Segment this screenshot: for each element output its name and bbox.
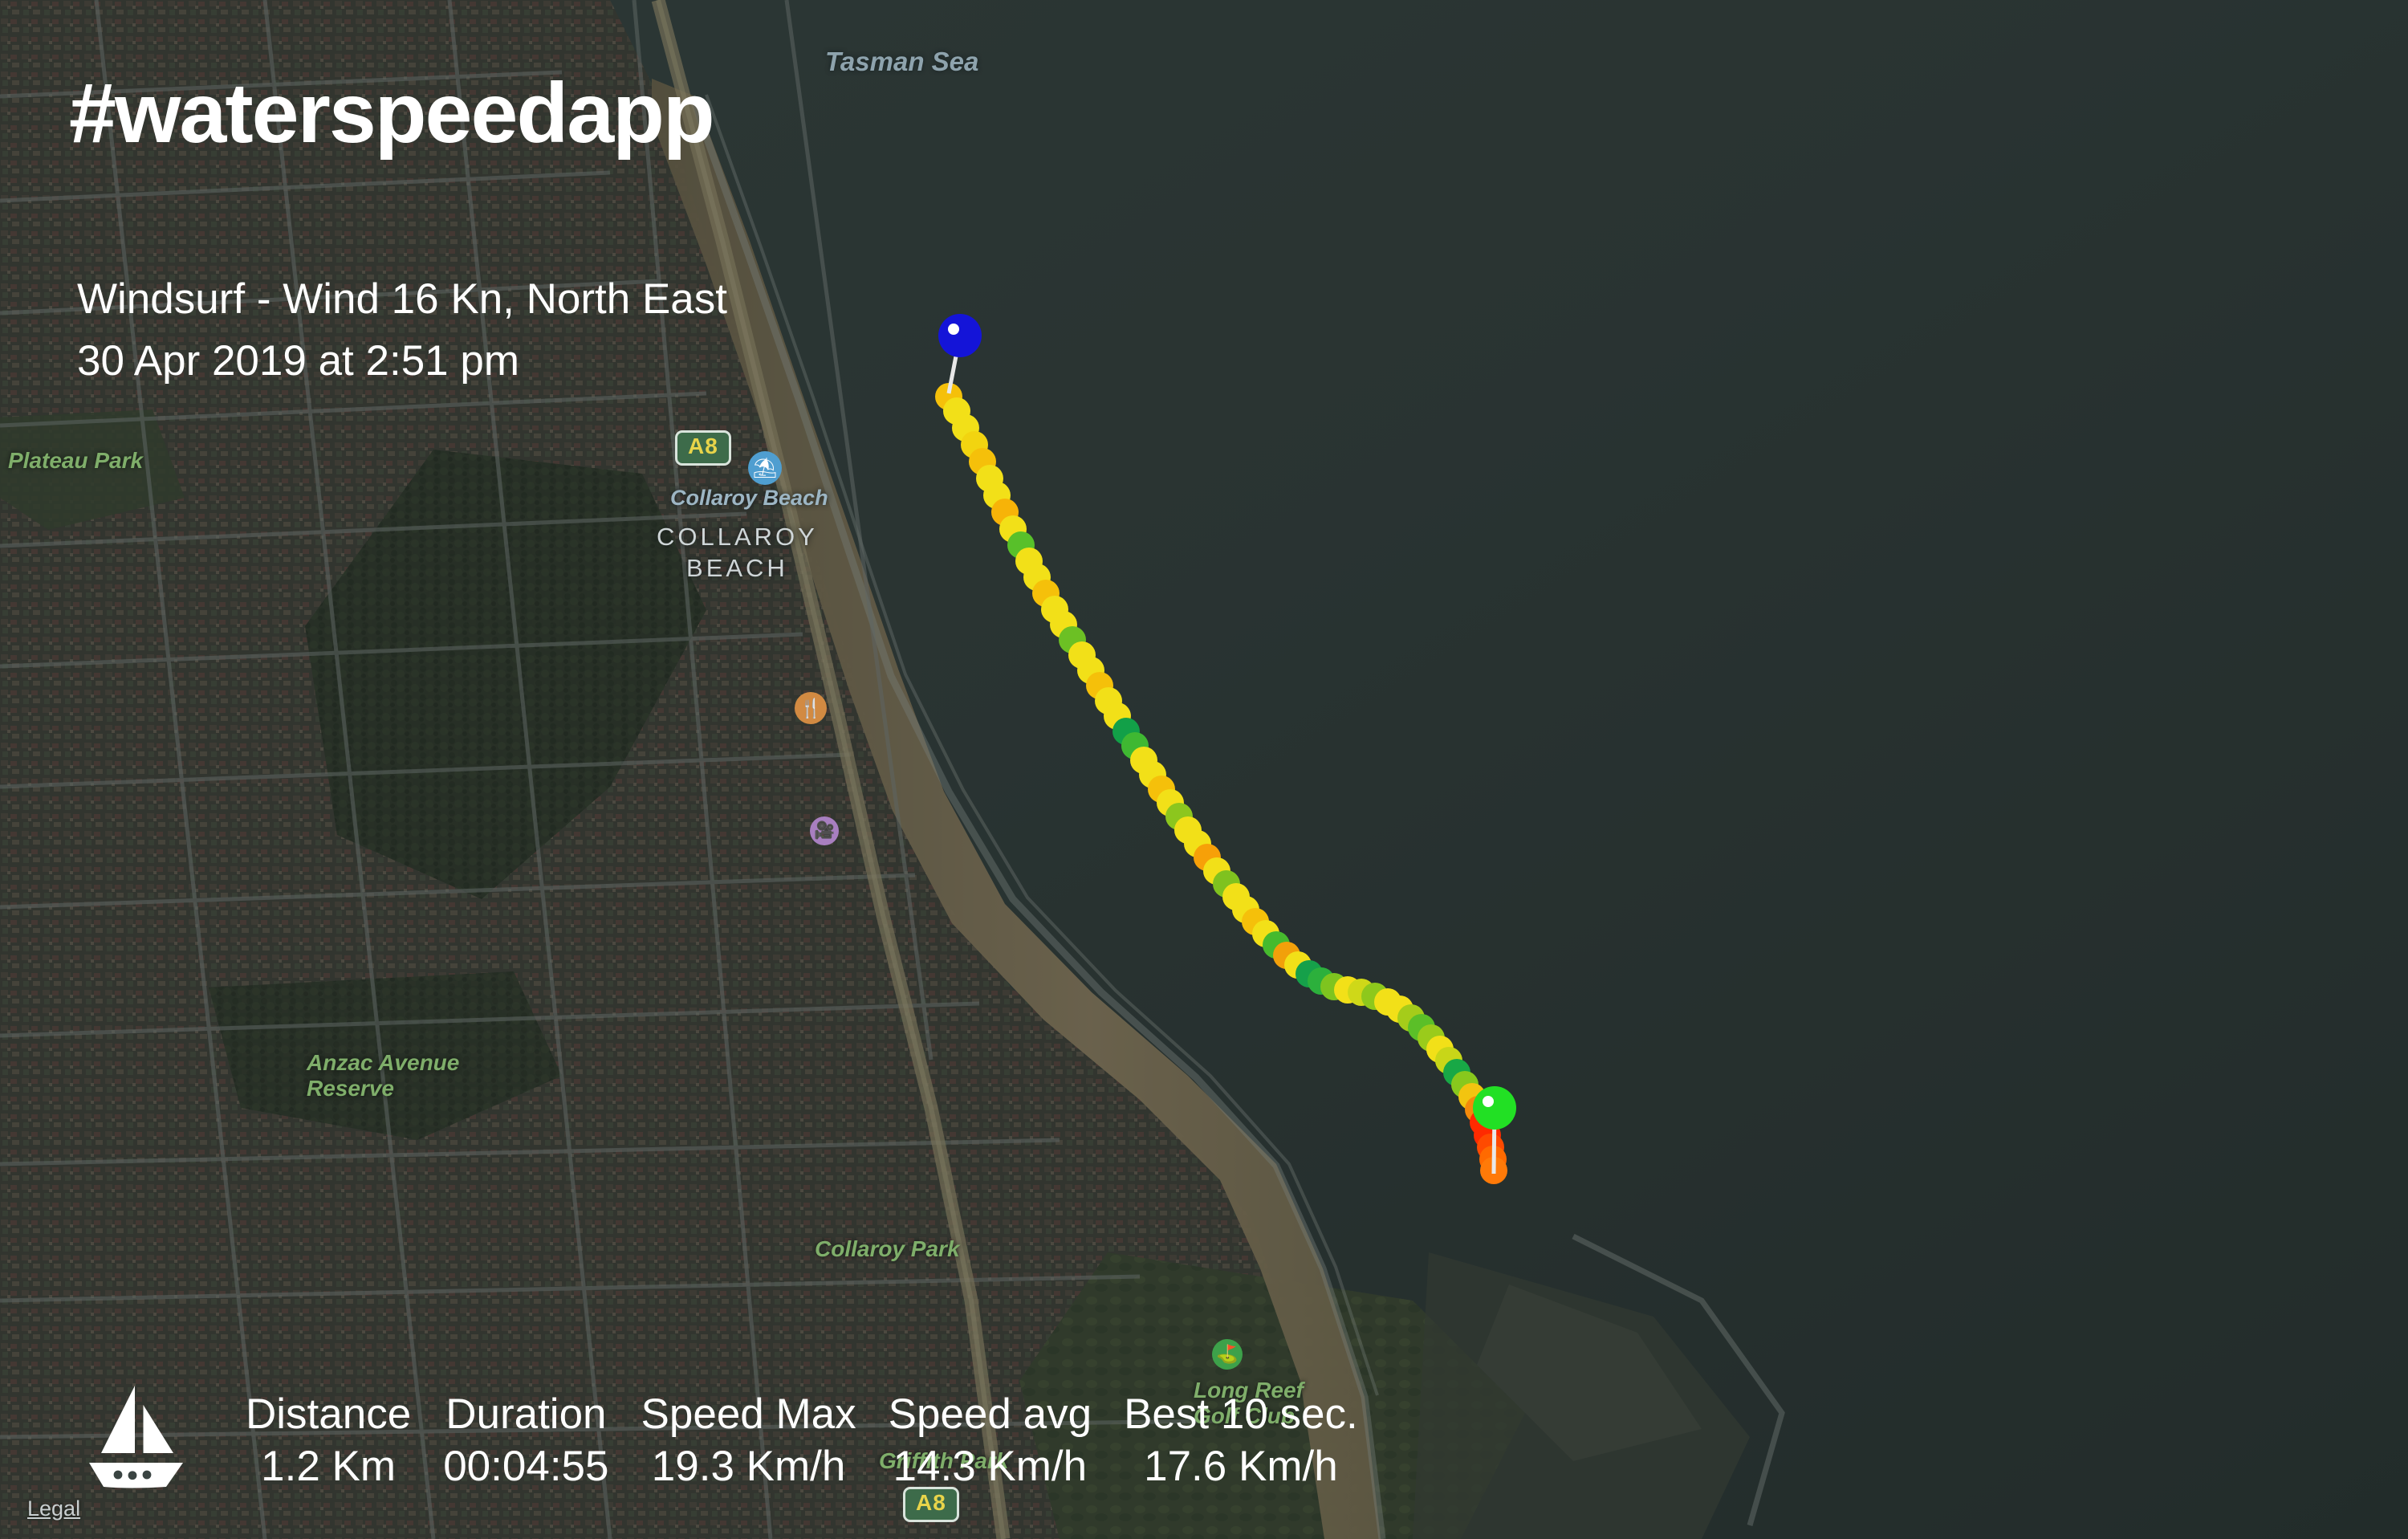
stat-label: Duration <box>445 1390 607 1439</box>
start-pin[interactable] <box>938 314 982 357</box>
stat-label: Speed avg <box>888 1390 1092 1439</box>
sailboat-icon <box>89 1386 183 1488</box>
stat-best-10-sec: Best 10 sec. 17.6 Km/h <box>1108 1389 1374 1493</box>
stat-label: Best 10 sec. <box>1124 1390 1358 1439</box>
session-datetime-line: 30 Apr 2019 at 2:51 pm <box>77 336 520 385</box>
stat-duration: Duration 00:04:55 <box>427 1389 624 1493</box>
stat-value: 14.3 Km/h <box>893 1442 1088 1490</box>
route-shield-a8-south: A8 <box>903 1487 959 1522</box>
stat-label: Speed Max <box>641 1390 856 1439</box>
end-pin[interactable] <box>1473 1086 1516 1130</box>
stat-distance: Distance 1.2 Km <box>230 1389 427 1493</box>
stats-bar: Distance 1.2 Km Duration 00:04:55 Speed Max 1… <box>0 1378 2408 1504</box>
stat-speed-avg: Speed avg 14.3 Km/h <box>872 1389 1108 1493</box>
stat-label: Distance <box>246 1390 412 1439</box>
stat-value: 00:04:55 <box>443 1442 609 1490</box>
legal-link[interactable]: Legal <box>27 1496 81 1521</box>
app-hashtag-title: #waterspeedapp <box>69 66 715 161</box>
stat-value: 17.6 Km/h <box>1144 1442 1338 1490</box>
stat-value: 19.3 Km/h <box>651 1442 846 1490</box>
stat-list: Distance 1.2 Km Duration 00:04:55 Speed Max 1… <box>230 1389 1374 1493</box>
start-pin-highlight <box>948 324 959 335</box>
track-speed-points <box>935 383 1507 1184</box>
route-shield-a8-north: A8 <box>675 430 731 466</box>
session-subtitle: Windsurf - Wind 16 Kn, North East 30 Apr… <box>77 269 727 393</box>
stat-value: 1.2 Km <box>261 1442 397 1490</box>
end-pin-highlight <box>1483 1096 1494 1107</box>
activity-wind-line: Windsurf - Wind 16 Kn, North East <box>77 275 728 323</box>
track-markers[interactable] <box>938 314 1516 1175</box>
stat-speed-max: Speed Max 19.3 Km/h <box>625 1389 872 1493</box>
